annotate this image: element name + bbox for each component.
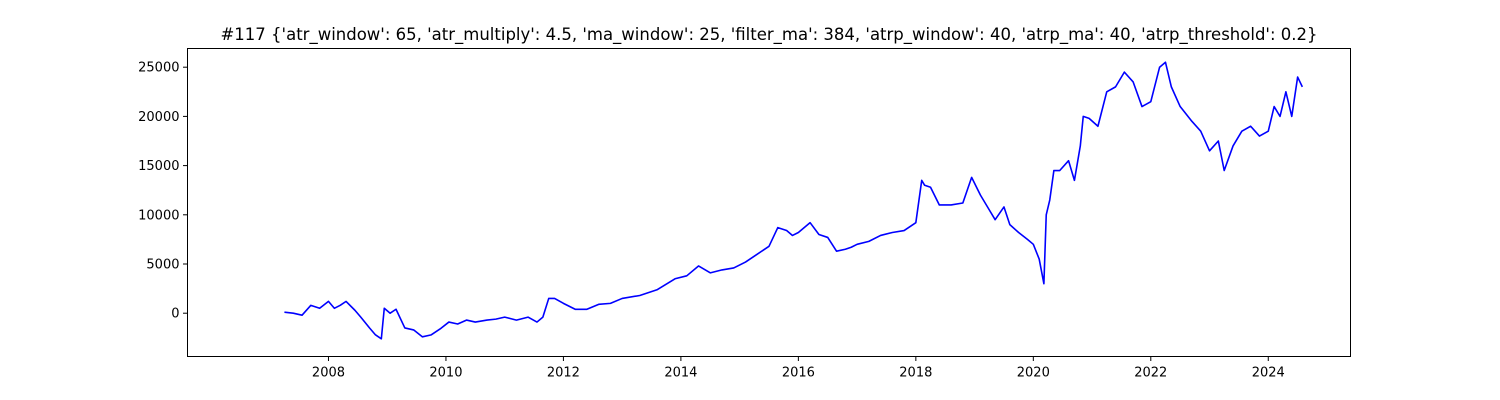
x-tick-label: 2012 [547, 366, 580, 381]
series-layer [284, 61, 1304, 340]
y-tick-label: 0 [171, 307, 179, 322]
x-tick-label: 2024 [1252, 366, 1285, 381]
x-tick-label: 2014 [664, 366, 697, 381]
y-tick-label: 10000 [138, 208, 179, 223]
x-axis: 2008 2010 2012 2014 2016 2018 2020 2022 2024 [312, 356, 1285, 381]
plot-frame [187, 48, 1351, 357]
x-tick-label: 2010 [429, 366, 462, 381]
y-tick-label: 15000 [138, 159, 179, 174]
y-tick-label: 5000 [146, 258, 179, 273]
series-line-0 [284, 61, 1304, 340]
x-tick-label: 2022 [1134, 366, 1167, 381]
x-tick-label: 2008 [312, 366, 345, 381]
y-tick-label: 20000 [138, 110, 179, 125]
y-axis: 0 5000 10000 15000 20000 25000 [138, 61, 188, 322]
x-tick-label: 2016 [782, 366, 815, 381]
y-tick-label: 25000 [138, 61, 179, 76]
chart-title: #117 {'atr_window': 65, 'atr_multiply': … [220, 25, 1317, 45]
x-tick-label: 2020 [1017, 366, 1050, 381]
x-tick-label: 2018 [899, 366, 932, 381]
